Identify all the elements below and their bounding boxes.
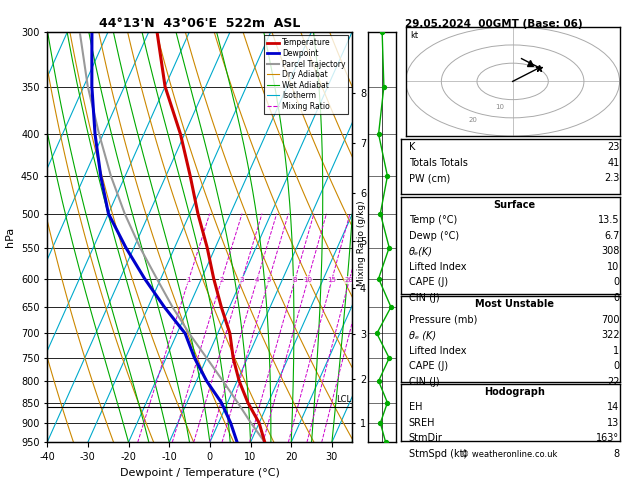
Text: 10: 10 bbox=[495, 104, 504, 110]
Point bbox=[384, 354, 394, 362]
Point bbox=[382, 399, 392, 406]
Point bbox=[381, 438, 391, 446]
Text: 29.05.2024  00GMT (Base: 06): 29.05.2024 00GMT (Base: 06) bbox=[405, 19, 582, 30]
Text: 322: 322 bbox=[601, 330, 620, 340]
Text: Surface: Surface bbox=[493, 200, 535, 209]
Text: Pressure (mb): Pressure (mb) bbox=[409, 315, 477, 325]
Text: 22: 22 bbox=[607, 377, 620, 387]
Text: 6.7: 6.7 bbox=[604, 231, 620, 241]
Text: θₑ(K): θₑ(K) bbox=[409, 246, 433, 256]
Text: CIN (J): CIN (J) bbox=[409, 377, 440, 387]
Text: 700: 700 bbox=[601, 315, 620, 325]
Text: © weatheronline.co.uk: © weatheronline.co.uk bbox=[461, 450, 558, 459]
Text: 5: 5 bbox=[267, 277, 271, 283]
Text: Most Unstable: Most Unstable bbox=[475, 299, 554, 309]
Text: 10: 10 bbox=[608, 262, 620, 272]
Text: 163°: 163° bbox=[596, 434, 620, 443]
Text: 0: 0 bbox=[613, 278, 620, 287]
Point bbox=[374, 275, 384, 282]
Point bbox=[376, 209, 386, 217]
Text: PW (cm): PW (cm) bbox=[409, 174, 450, 183]
Text: 20: 20 bbox=[345, 277, 353, 283]
Y-axis label: hPa: hPa bbox=[6, 227, 15, 247]
Text: 1: 1 bbox=[186, 277, 191, 283]
Title: 44°13'N  43°06'E  522m  ASL: 44°13'N 43°06'E 522m ASL bbox=[99, 17, 301, 31]
Text: CAPE (J): CAPE (J) bbox=[409, 362, 448, 371]
Point bbox=[377, 28, 387, 35]
Point bbox=[376, 419, 386, 427]
Text: 8: 8 bbox=[613, 449, 620, 459]
Text: LCL: LCL bbox=[336, 395, 351, 404]
Y-axis label: km
ASL: km ASL bbox=[369, 228, 391, 246]
Point bbox=[374, 130, 384, 138]
Text: StmDir: StmDir bbox=[409, 434, 443, 443]
Text: 3: 3 bbox=[240, 277, 244, 283]
Point bbox=[386, 303, 396, 311]
Text: CIN (J): CIN (J) bbox=[409, 293, 440, 303]
Point bbox=[372, 330, 382, 337]
Text: 14: 14 bbox=[608, 402, 620, 412]
Text: StmSpd (kt): StmSpd (kt) bbox=[409, 449, 467, 459]
Text: 1: 1 bbox=[613, 346, 620, 356]
Text: 13.5: 13.5 bbox=[598, 215, 620, 225]
Text: θₑ (K): θₑ (K) bbox=[409, 330, 436, 340]
Text: Lifted Index: Lifted Index bbox=[409, 346, 466, 356]
Text: SREH: SREH bbox=[409, 418, 435, 428]
Text: 4: 4 bbox=[255, 277, 259, 283]
Text: 0: 0 bbox=[613, 293, 620, 303]
Text: Mixing Ratio (g/kg): Mixing Ratio (g/kg) bbox=[357, 200, 365, 286]
Text: K: K bbox=[409, 142, 415, 152]
Point bbox=[384, 243, 394, 251]
Text: 0: 0 bbox=[613, 362, 620, 371]
Text: 2.3: 2.3 bbox=[604, 174, 620, 183]
Text: 15: 15 bbox=[327, 277, 336, 283]
Text: Lifted Index: Lifted Index bbox=[409, 262, 466, 272]
X-axis label: Dewpoint / Temperature (°C): Dewpoint / Temperature (°C) bbox=[120, 468, 280, 478]
Text: Totals Totals: Totals Totals bbox=[409, 158, 468, 168]
Text: 23: 23 bbox=[607, 142, 620, 152]
Text: EH: EH bbox=[409, 402, 422, 412]
Text: 8: 8 bbox=[292, 277, 297, 283]
Text: Temp (°C): Temp (°C) bbox=[409, 215, 457, 225]
Text: CAPE (J): CAPE (J) bbox=[409, 278, 448, 287]
Text: 308: 308 bbox=[601, 246, 620, 256]
Text: 10: 10 bbox=[303, 277, 312, 283]
Text: 20: 20 bbox=[468, 118, 477, 123]
Point bbox=[382, 172, 392, 180]
Text: 13: 13 bbox=[608, 418, 620, 428]
Text: 41: 41 bbox=[608, 158, 620, 168]
Legend: Temperature, Dewpoint, Parcel Trajectory, Dry Adiabat, Wet Adiabat, Isotherm, Mi: Temperature, Dewpoint, Parcel Trajectory… bbox=[264, 35, 348, 114]
Text: 2: 2 bbox=[220, 277, 224, 283]
Text: Dewp (°C): Dewp (°C) bbox=[409, 231, 459, 241]
Text: Hodograph: Hodograph bbox=[484, 387, 545, 397]
Text: kt: kt bbox=[410, 31, 418, 40]
Point bbox=[379, 83, 389, 90]
Point bbox=[374, 377, 384, 385]
